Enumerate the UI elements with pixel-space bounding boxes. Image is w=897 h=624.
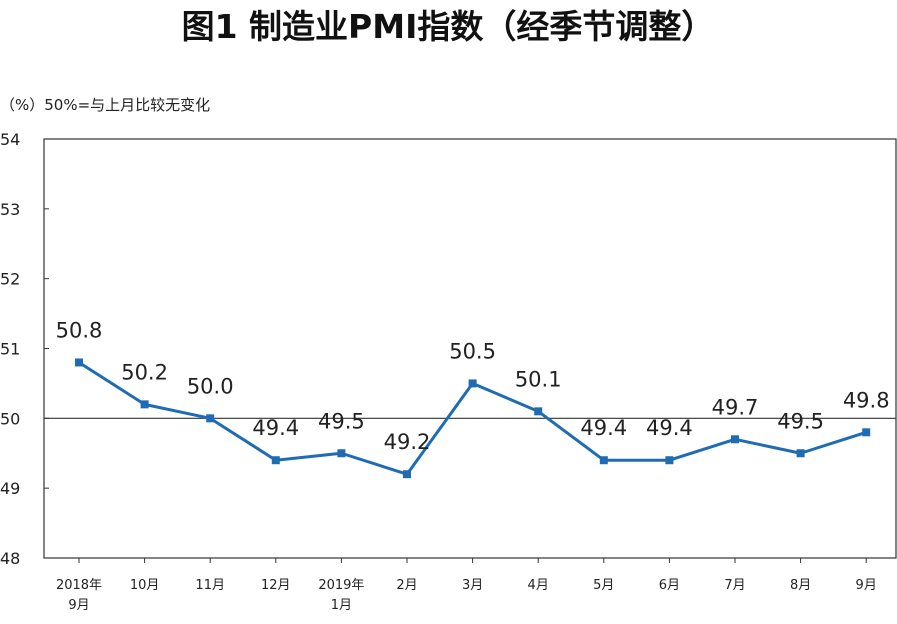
data-label: 49.8: [843, 388, 890, 412]
data-label: 49.5: [318, 409, 365, 433]
x-tick-label: 9月: [856, 578, 877, 593]
x-tick-label: 10月: [130, 578, 160, 593]
data-point-marker: [599, 456, 608, 465]
data-label: 49.7: [712, 395, 759, 419]
data-point-marker: [75, 358, 83, 367]
y-tick-label: 52: [0, 270, 20, 289]
data-label: 50.0: [187, 374, 234, 398]
data-point-marker: [665, 456, 674, 465]
data-label: 50.8: [56, 318, 103, 342]
data-label: 50.1: [515, 367, 562, 391]
x-tick-label: 2019年 1月: [318, 578, 364, 613]
data-point-marker: [534, 407, 543, 416]
data-point-marker: [337, 449, 346, 458]
x-tick-label: 11月: [195, 578, 225, 593]
x-tick-label: 12月: [261, 578, 291, 593]
x-tick-label: 4月: [528, 578, 549, 593]
data-point-marker: [796, 449, 805, 458]
data-point-marker: [468, 379, 477, 388]
x-tick-label: 3月: [462, 578, 483, 593]
chart-title: 图1 制造业PMI指数（经季节调整）: [182, 7, 715, 46]
data-label: 49.2: [384, 430, 431, 454]
data-point-marker: [140, 400, 149, 409]
data-label: 49.4: [646, 416, 693, 440]
x-tick-label: 2018年 9月: [56, 578, 102, 613]
y-tick-label: 53: [0, 200, 20, 219]
y-tick-label: 54: [0, 130, 20, 149]
x-tick-label: 6月: [659, 578, 680, 593]
data-label: 49.5: [777, 409, 824, 433]
data-point-marker: [271, 456, 280, 465]
x-tick-label: 2月: [396, 578, 417, 593]
x-tick-label: 7月: [724, 578, 745, 593]
x-tick-label: 8月: [790, 578, 811, 593]
y-tick-label: 51: [0, 340, 20, 359]
data-label: 50.5: [449, 339, 496, 363]
data-markers: [75, 358, 871, 479]
data-point-marker: [206, 414, 215, 423]
data-point-marker: [731, 435, 739, 444]
y-tick-label: 49: [0, 479, 20, 498]
data-label: 49.4: [252, 416, 299, 440]
unit-note: （%）50%=与上月比较无变化: [0, 96, 210, 114]
y-tick-label: 48: [0, 549, 20, 568]
data-point-marker: [403, 470, 411, 479]
x-tick-label: 5月: [593, 578, 614, 593]
x-axis-ticks: 2018年 9月 10月 11月 12月 2019年 1月 2月 3月 4月 5月 6月 7月 8月 9月: [56, 558, 877, 613]
data-labels: 50.8 50.2 50.0 49.4 49.5 49.2 50.5 50.1 49.4 49.4…: [56, 318, 890, 454]
data-label: 50.2: [121, 360, 168, 384]
y-tick-label: 50: [0, 409, 20, 428]
data-label: 49.4: [580, 416, 627, 440]
y-axis-ticks: 48 49 50 51 52 53 54: [0, 130, 49, 568]
data-point-marker: [862, 428, 871, 437]
